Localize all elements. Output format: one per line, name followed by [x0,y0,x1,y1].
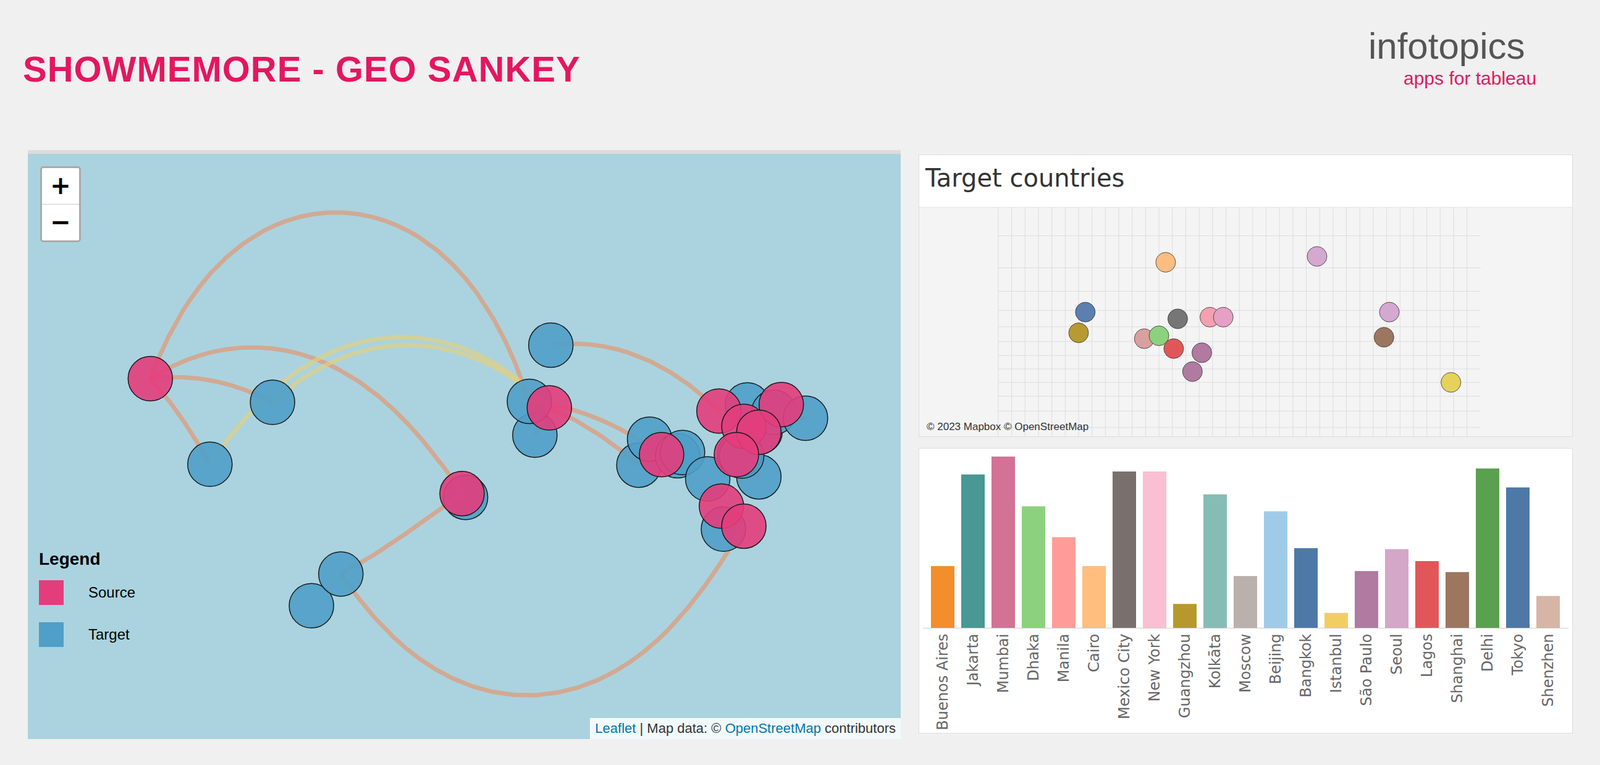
svg-text:Jakarta: Jakarta [964,633,982,687]
svg-text:Kolkāta: Kolkāta [1206,633,1224,689]
html-text:Source: Source [88,583,136,601]
svg-text:Guangzhou: Guangzhou [1176,633,1194,719]
svg-text:Beijing: Beijing [1267,633,1285,685]
svg-text:Moscow: Moscow [1236,633,1255,693]
html-text:© 2023 Mapbox © OpenStreetMap: © 2023 Mapbox © OpenStreetMap [926,420,1089,433]
html-text:Legend: Legend [38,549,101,569]
svg-text:Shenzhen: Shenzhen [1539,633,1557,707]
svg-text:Mexico City: Mexico City [1115,633,1133,720]
svg-text:Delhi: Delhi [1478,633,1497,673]
html-text:Leaflet | Map data: © OpenStre: Leaflet | Map data: © OpenStreetMap cont… [595,720,896,736]
html-text:infotopics: infotopics [1368,25,1525,67]
html-text:Target: Target [88,625,130,643]
html-text:Target countries: Target countries [925,163,1125,193]
svg-text:Mumbai: Mumbai [994,633,1012,694]
svg-text:Tokyo: Tokyo [1509,633,1527,676]
svg-text:New York: New York [1145,633,1164,702]
svg-text:São Paulo: São Paulo [1357,633,1376,707]
html-text:apps for tableau: apps for tableau [1403,67,1537,89]
svg-text:Manila: Manila [1055,633,1073,683]
svg-text:Buenos Aires: Buenos Aires [934,633,952,731]
svg-text:Lagos: Lagos [1418,633,1436,678]
svg-text:Shanghai: Shanghai [1448,633,1466,704]
svg-text:Dhaka: Dhaka [1024,633,1043,682]
html-text:SHOWMEMORE - GEO SANKEY: SHOWMEMORE - GEO SANKEY [22,48,581,89]
svg-text:Cairo: Cairo [1085,633,1103,673]
svg-text:Seoul: Seoul [1388,633,1406,676]
svg-text:Bangkok: Bangkok [1297,633,1315,697]
svg-text:Istanbul: Istanbul [1327,633,1345,694]
